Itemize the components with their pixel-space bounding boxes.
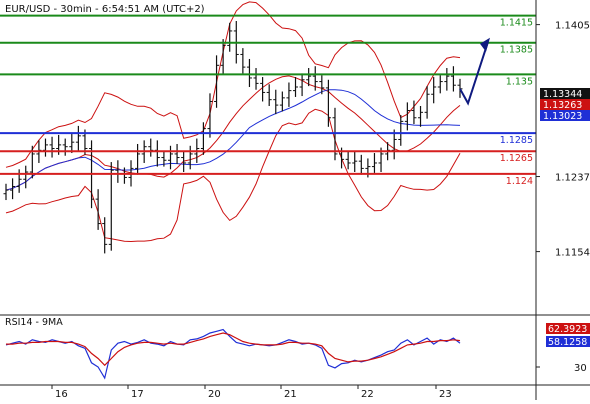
rsi-badge-1 [546, 336, 590, 347]
bollinger-middle-line [5, 75, 461, 191]
level-label-2: 1.135 [506, 76, 533, 87]
time-axis-label-4: 22 [361, 389, 374, 400]
rsi-badge-label-1: 58.1258 [548, 337, 587, 348]
rsi-series-0 [5, 328, 461, 380]
price-badge-0 [540, 88, 590, 99]
price-badge-label-0: 1.13344 [543, 89, 582, 100]
bollinger-lower-band [5, 108, 461, 243]
rsi-series-1 [6, 332, 461, 367]
rsi-axis-label-0: 30 [574, 363, 587, 374]
price-axis-label-0: 1.1405 [555, 21, 590, 32]
price-badge-label-1: 1.13263 [543, 100, 582, 111]
level-label-5: 1.124 [506, 176, 533, 187]
price-panel: 1.1415 1.1385 1.135 1.1285 1.1265 1.124 [0, 1, 536, 254]
rsi-badge-label-0: 62.3923 [548, 324, 587, 335]
level-label-1: 1.1385 [500, 45, 533, 56]
rsi-panel-label: RSI14 - 9MA [5, 317, 63, 328]
projection-arrow-line [459, 41, 489, 106]
price-badge-2 [540, 110, 590, 121]
time-axis-label-5: 23 [439, 389, 452, 400]
time-axis-label-3: 21 [284, 389, 297, 400]
moving-average-line [5, 89, 461, 191]
projection-arrow-head [480, 37, 490, 52]
rsi-badge-0 [546, 323, 590, 334]
price-axis-label-1: 1.1237 [555, 173, 590, 184]
chart-title: EUR/USD - 30min - 6:54:51 AM (UTC+2) [5, 4, 205, 15]
price-badge-label-2: 1.13023 [543, 111, 582, 122]
level-label-4: 1.1265 [500, 153, 533, 164]
rsi-panel [5, 328, 461, 380]
time-axis-label-1: 17 [131, 389, 144, 400]
level-label-3: 1.1285 [500, 135, 533, 146]
price-badge-1 [540, 99, 590, 110]
level-label-0: 1.1415 [500, 18, 533, 29]
time-axis-label-2: 20 [208, 389, 221, 400]
time-axis-label-0: 16 [55, 389, 68, 400]
price-axis-label-2: 1.1154 [555, 248, 590, 259]
